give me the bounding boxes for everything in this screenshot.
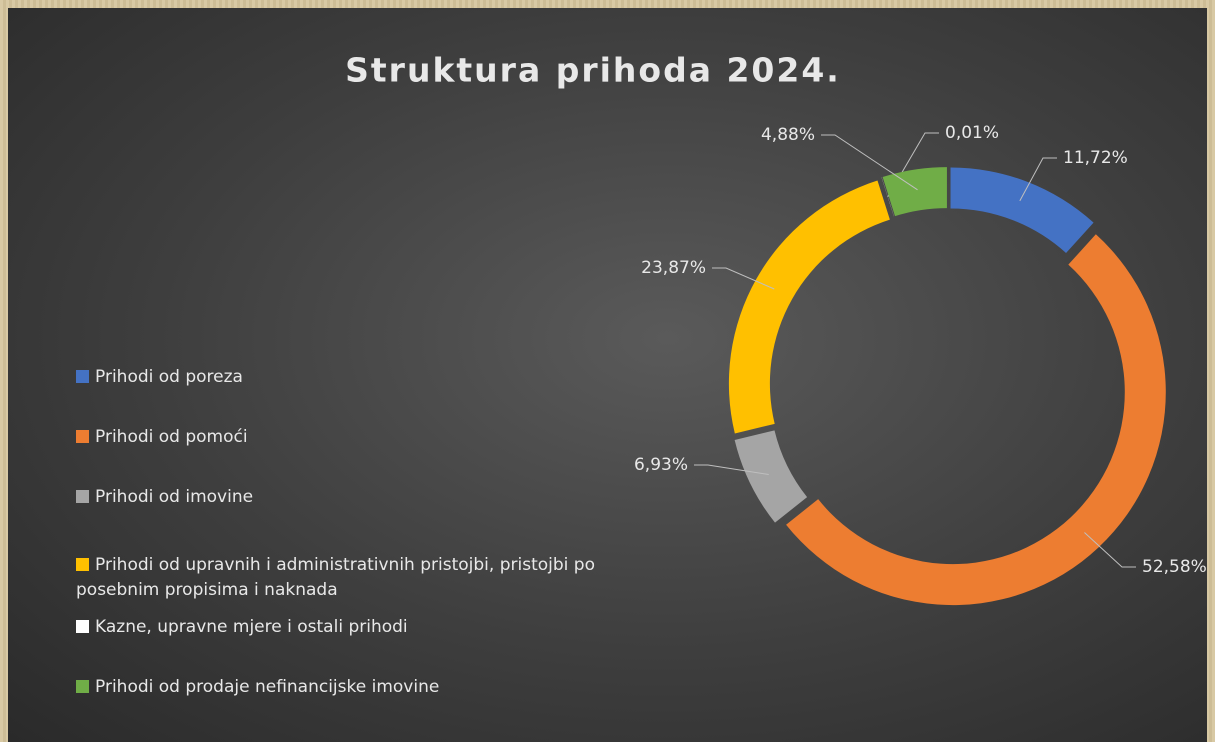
data-label: 11,72% [1063, 148, 1128, 168]
leader-line [712, 267, 775, 290]
legend-label: Prihodi od imovine [95, 487, 254, 507]
legend-label: Prihodi od poreza [95, 367, 243, 387]
legend-marker [76, 620, 89, 633]
donut-segment [786, 234, 1166, 606]
legend-item: Prihodi od poreza [76, 365, 676, 390]
donut-segment [734, 430, 808, 523]
donut-segment [950, 167, 1094, 254]
donut-segment [882, 167, 947, 217]
donut-segment [881, 177, 894, 217]
legend-item: Kazne, upravne mjere i ostali prihodi [76, 615, 676, 640]
legend-marker [76, 680, 89, 693]
legend-label: Prihodi od prodaje nefinancijske imovine [95, 677, 440, 697]
leader-line [694, 464, 769, 476]
data-label: 4,88% [761, 125, 815, 145]
legend-marker [76, 430, 89, 443]
chart-title: Struktura prihoda 2024. [345, 51, 841, 90]
legend-marker [76, 490, 89, 503]
legend-label: Prihodi od pomoći [95, 427, 248, 447]
legend-label: Kazne, upravne mjere i ostali prihodi [95, 617, 408, 637]
data-label: 0,01% [945, 123, 999, 143]
chart-area [8, 8, 1207, 742]
legend-marker [76, 558, 89, 571]
data-label: 6,93% [634, 455, 688, 475]
donut-segment [728, 180, 890, 434]
legend-item: Prihodi od upravnih i administrativnih p… [76, 553, 676, 603]
legend-item: Prihodi od prodaje nefinancijske imovine [76, 675, 676, 700]
legend-label: Prihodi od upravnih i administrativnih p… [76, 555, 595, 600]
legend-item: Prihodi od pomoći [76, 425, 676, 450]
leader-line [1084, 532, 1136, 568]
leader-line [821, 134, 918, 191]
legend-marker [76, 370, 89, 383]
data-label: 23,87% [641, 258, 706, 278]
leader-line [1019, 157, 1057, 202]
data-label: 52,58% [1142, 557, 1207, 577]
legend-item: Prihodi od imovine [76, 485, 676, 510]
